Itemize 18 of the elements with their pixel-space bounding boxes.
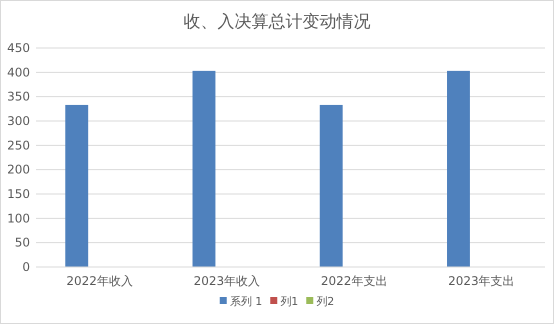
x-tick-label: 2023年支出 xyxy=(448,274,515,288)
legend-label: 列2 xyxy=(316,295,334,308)
legend-label: 系列 1 xyxy=(230,295,262,308)
y-tick-label: 300 xyxy=(7,114,30,128)
y-tick-label: 100 xyxy=(7,211,30,226)
y-tick-label: 250 xyxy=(7,138,30,152)
y-tick-label: 0 xyxy=(22,260,30,274)
x-tick-label: 2023年收入 xyxy=(194,274,260,288)
y-tick-label: 350 xyxy=(7,90,30,104)
y-tick-label: 400 xyxy=(7,65,30,80)
y-tick-label: 450 xyxy=(7,41,30,55)
title: 收、入决算总计变动情况 xyxy=(184,12,370,32)
y-tick-label: 150 xyxy=(7,187,30,201)
x-tick-label: 2022年支出 xyxy=(320,274,388,288)
legend-label: 列1 xyxy=(280,295,298,308)
x-tick-label: 2022年收入 xyxy=(66,274,133,288)
y-tick-label: 50 xyxy=(14,236,30,250)
y-tick-label: 200 xyxy=(7,162,30,177)
